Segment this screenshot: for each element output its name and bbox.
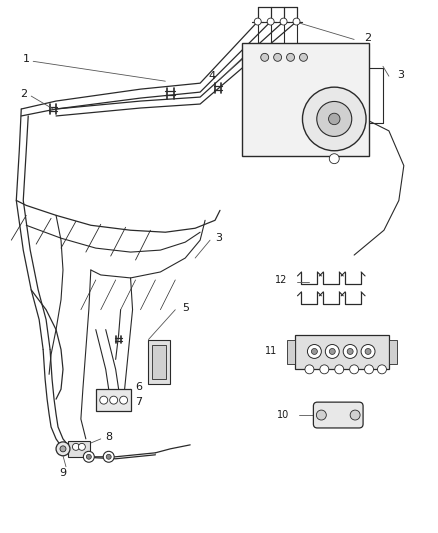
Text: 3: 3 (397, 70, 404, 80)
Circle shape (267, 18, 274, 25)
Circle shape (300, 53, 307, 61)
Circle shape (311, 349, 318, 354)
FancyBboxPatch shape (314, 402, 363, 428)
Circle shape (293, 18, 300, 25)
Circle shape (316, 410, 326, 420)
Text: 7: 7 (135, 397, 143, 407)
Circle shape (307, 344, 321, 358)
Circle shape (60, 446, 66, 452)
Circle shape (103, 451, 114, 462)
Circle shape (343, 344, 357, 358)
Text: 3: 3 (215, 233, 222, 243)
Text: 2: 2 (364, 34, 371, 44)
Circle shape (72, 443, 79, 450)
Circle shape (86, 454, 91, 459)
Text: 2: 2 (20, 89, 27, 99)
Text: 12: 12 (275, 275, 288, 285)
Bar (389, 340, 397, 365)
Circle shape (364, 365, 374, 374)
Circle shape (317, 101, 352, 136)
Text: 6: 6 (135, 382, 142, 392)
Circle shape (120, 396, 127, 404)
Circle shape (350, 365, 359, 374)
Circle shape (347, 349, 353, 354)
Bar (152, 344, 166, 379)
Circle shape (280, 18, 287, 25)
Bar (148, 340, 170, 384)
Circle shape (110, 396, 118, 404)
Text: 11: 11 (265, 346, 278, 357)
Bar (96, 389, 131, 411)
Text: 1: 1 (23, 54, 30, 64)
Circle shape (378, 365, 386, 374)
Circle shape (329, 154, 339, 164)
Circle shape (320, 365, 329, 374)
Circle shape (106, 454, 111, 459)
Circle shape (303, 87, 366, 151)
Circle shape (361, 344, 375, 358)
Circle shape (274, 53, 282, 61)
Text: 4: 4 (208, 71, 215, 81)
Circle shape (335, 365, 344, 374)
Text: 5: 5 (182, 303, 189, 313)
Circle shape (286, 53, 294, 61)
Text: 10: 10 (277, 410, 290, 420)
Bar (286, 340, 294, 365)
Circle shape (329, 349, 335, 354)
Circle shape (56, 442, 70, 456)
Text: 9: 9 (60, 467, 67, 478)
Circle shape (350, 410, 360, 420)
Circle shape (78, 443, 85, 450)
Circle shape (100, 396, 108, 404)
Bar (68, 441, 90, 457)
Circle shape (261, 53, 268, 61)
Text: 8: 8 (106, 432, 113, 442)
Bar (242, 43, 369, 156)
Circle shape (83, 451, 94, 462)
Circle shape (328, 113, 340, 125)
Circle shape (254, 18, 261, 25)
Circle shape (365, 349, 371, 354)
Circle shape (305, 365, 314, 374)
Bar (294, 335, 389, 369)
Circle shape (325, 344, 339, 358)
